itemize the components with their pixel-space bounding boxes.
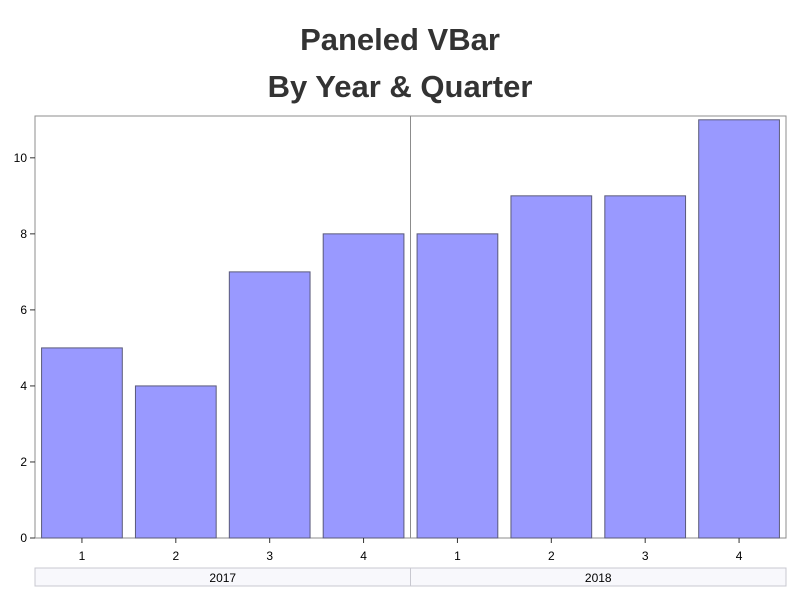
x-tick-label: 1	[79, 549, 86, 563]
y-tick-label: 4	[20, 379, 27, 393]
bar-2017-q3	[228, 271, 311, 539]
x-tick-label: 1	[454, 549, 461, 563]
bar-2017-q2	[134, 385, 217, 539]
bar-2018-q2	[510, 195, 593, 539]
bar-2017-q4	[322, 233, 405, 539]
bar-2018-q3	[604, 195, 687, 539]
chart-title: Paneled VBar	[300, 22, 500, 57]
x-tick-label: 4	[736, 549, 743, 563]
x-tick-label: 4	[360, 549, 367, 563]
bar-2018-q1	[416, 233, 499, 539]
y-tick-label: 0	[20, 531, 27, 545]
y-tick-label: 2	[20, 455, 27, 469]
x-tick-label: 3	[266, 549, 273, 563]
bar-2017-q1	[41, 347, 123, 539]
panel-label-cell	[410, 567, 787, 587]
panel-label: 2017	[209, 571, 236, 585]
y-tick-label: 10	[14, 151, 28, 165]
panel-label: 2018	[585, 571, 612, 585]
bar-2018-q4	[698, 119, 780, 539]
y-tick-label: 6	[20, 303, 27, 317]
x-tick-label: 2	[548, 549, 555, 563]
x-tick-label: 3	[642, 549, 649, 563]
x-tick-label: 2	[172, 549, 179, 563]
y-tick-label: 8	[20, 227, 27, 241]
chart-subtitle: By Year & Quarter	[267, 69, 533, 104]
